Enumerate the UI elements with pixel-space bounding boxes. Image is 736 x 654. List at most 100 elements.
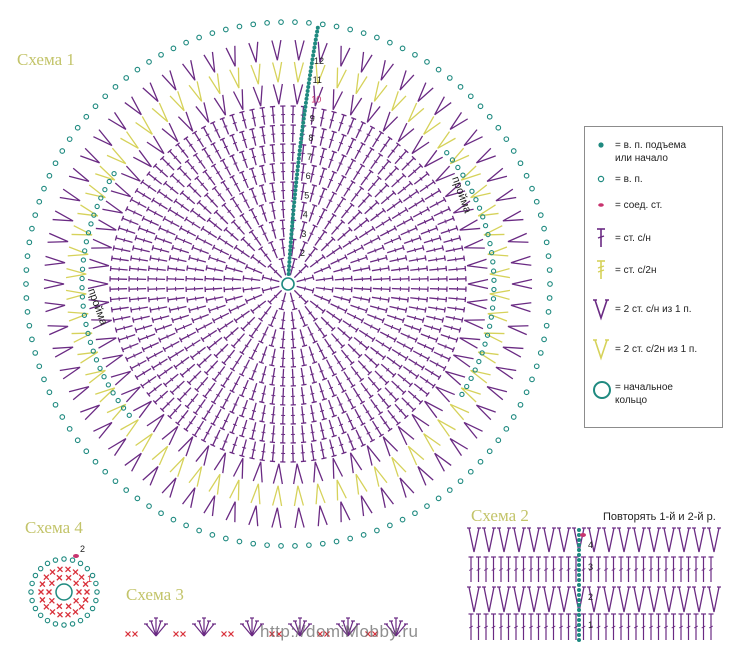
dc-stitch [224, 295, 243, 304]
dc-stitch [290, 368, 296, 387]
dc-stitch [448, 276, 467, 282]
dc-stitch [146, 171, 163, 185]
sc-stitch [46, 589, 52, 595]
v-hdc-stitch [169, 91, 185, 112]
dc-stitch [248, 322, 262, 339]
v-hdc-stitch [460, 387, 481, 403]
dc-stitch [219, 137, 230, 155]
v-hdc-stitch [203, 51, 216, 73]
v-dc-stitch [313, 85, 324, 107]
dc-stitch [269, 367, 276, 386]
fan-stitch [293, 620, 301, 637]
dc-stitch [239, 439, 247, 458]
dc-stitch [618, 556, 624, 582]
fan-stitch [203, 620, 211, 637]
dc-stitch [211, 366, 226, 383]
fan-stitch [155, 623, 168, 637]
dc-stitch [357, 192, 373, 208]
sc-stitch [56, 574, 63, 581]
armhole-chain [85, 230, 92, 236]
v-dc-stitch [453, 354, 474, 368]
chain-stitch [541, 336, 547, 343]
v-hdc-stitch [294, 39, 305, 61]
chain-stitch [37, 612, 44, 619]
armhole-chain [79, 285, 85, 291]
dc-stitch [269, 387, 276, 405]
dc-stitch [371, 296, 390, 303]
dc-stitch [299, 329, 308, 348]
chain-stitch [89, 572, 96, 579]
v-hdc-stitch [203, 495, 216, 517]
scheme3-label: Схема 3 [126, 585, 184, 604]
dc-stitch [558, 613, 564, 640]
v-hdc-stitch [71, 225, 93, 236]
dc-stitch [196, 199, 212, 215]
v-hdc-stitch [71, 332, 93, 343]
dc-stitch [173, 198, 190, 212]
dc-stitch [310, 443, 317, 462]
dc-stitch [258, 246, 272, 263]
sc-stitch [365, 631, 371, 637]
scheme4-label: Схема 4 [25, 518, 83, 537]
dc-stitch [290, 387, 296, 406]
slip-stitch-icon [73, 554, 79, 558]
teal-dot-icon [289, 236, 294, 241]
dc-stitch [372, 276, 391, 282]
dc-stitch [400, 225, 418, 236]
dc-stitch [202, 169, 216, 186]
v-dc-stitch [662, 586, 676, 613]
dc-stitch [350, 254, 369, 264]
dc-stitch [279, 219, 286, 238]
teal-dot-icon [297, 148, 302, 153]
dc-stitch [296, 285, 315, 294]
dc-stitch [258, 305, 272, 322]
dc-stitch [207, 254, 226, 264]
armhole-chain [472, 367, 478, 373]
v-hdc-stitch [483, 225, 505, 236]
armhole-chain [469, 188, 475, 194]
legend-item-slip: = соед. ст. [591, 199, 721, 215]
armhole-chain [120, 405, 127, 411]
dc-stitch [117, 334, 136, 343]
dc-stitch [203, 360, 219, 376]
teal-dot-icon [577, 578, 581, 582]
dc-stitch [383, 323, 402, 333]
v-dc-stitch [424, 149, 443, 168]
dc-stitch [403, 324, 422, 333]
dc-stitch [279, 330, 286, 349]
v-dc-stitch [435, 165, 455, 182]
v-dc-stitch [617, 527, 631, 553]
dc-stitch [300, 201, 307, 220]
dc-stitch [131, 245, 150, 253]
fan-stitch [251, 623, 264, 637]
dc-stitch [259, 443, 266, 462]
chain-stitch [292, 543, 298, 549]
v-hdc-stitch [449, 147, 470, 165]
chain-stitch [52, 621, 59, 627]
dc-stitch [401, 155, 417, 171]
dc-stitch [290, 124, 296, 143]
dc-stitch [178, 331, 197, 343]
dc-stitch [407, 390, 424, 405]
fan-stitch [192, 623, 205, 637]
dc-stitch [358, 225, 376, 239]
dc-stitch [184, 216, 201, 229]
dc-stitch [324, 338, 337, 355]
fan-stitch [203, 623, 216, 637]
v-dc-stitch [467, 527, 481, 553]
dc-stitch [191, 244, 209, 255]
v-dc-stitch [512, 527, 526, 553]
armhole-chain [444, 150, 450, 156]
dc-stitch [313, 264, 332, 274]
v-dc-stitch [497, 586, 511, 613]
magic-ring-icon [591, 379, 615, 399]
v-hdc-stitch [135, 116, 153, 135]
dc-stitch [290, 143, 296, 162]
v-hdc-stitch [52, 346, 74, 358]
dc-stitch [387, 142, 401, 159]
dc-stitch [146, 383, 163, 397]
teal-dot-icon [296, 156, 301, 161]
fan-stitch [245, 620, 253, 637]
v-hdc-stitch [44, 255, 66, 266]
chain-stitch [46, 389, 53, 396]
